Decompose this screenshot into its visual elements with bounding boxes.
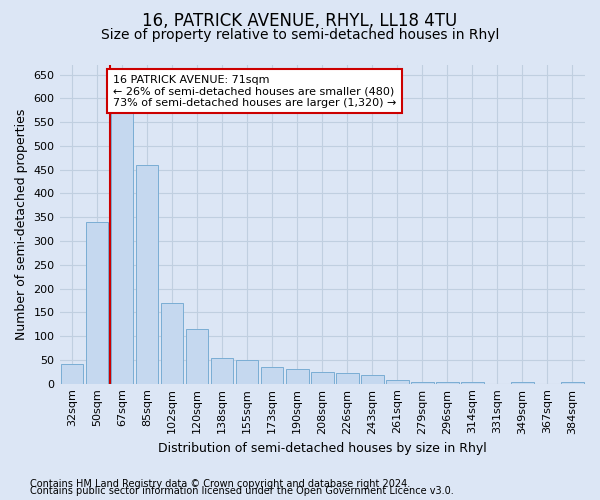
Y-axis label: Number of semi-detached properties: Number of semi-detached properties [15, 108, 28, 340]
Bar [111, 86, 133, 384]
Bar [86, 222, 109, 384]
Bar [136, 165, 158, 384]
Bar [561, 382, 584, 384]
Bar [361, 375, 383, 384]
Bar [511, 382, 534, 384]
Bar [286, 370, 308, 384]
Bar [61, 364, 83, 384]
Bar [261, 367, 283, 384]
Bar [411, 382, 434, 384]
Text: 16, PATRICK AVENUE, RHYL, LL18 4TU: 16, PATRICK AVENUE, RHYL, LL18 4TU [142, 12, 458, 30]
Text: Size of property relative to semi-detached houses in Rhyl: Size of property relative to semi-detach… [101, 28, 499, 42]
Bar [211, 358, 233, 384]
Bar [436, 382, 458, 384]
Bar [336, 373, 359, 384]
Text: Contains public sector information licensed under the Open Government Licence v3: Contains public sector information licen… [30, 486, 454, 496]
Bar [236, 360, 259, 384]
Bar [461, 382, 484, 384]
X-axis label: Distribution of semi-detached houses by size in Rhyl: Distribution of semi-detached houses by … [158, 442, 487, 455]
Bar [311, 372, 334, 384]
Bar [386, 380, 409, 384]
Bar [186, 329, 208, 384]
Text: 16 PATRICK AVENUE: 71sqm
← 26% of semi-detached houses are smaller (480)
73% of : 16 PATRICK AVENUE: 71sqm ← 26% of semi-d… [113, 74, 396, 108]
Text: Contains HM Land Registry data © Crown copyright and database right 2024.: Contains HM Land Registry data © Crown c… [30, 479, 410, 489]
Bar [161, 303, 184, 384]
